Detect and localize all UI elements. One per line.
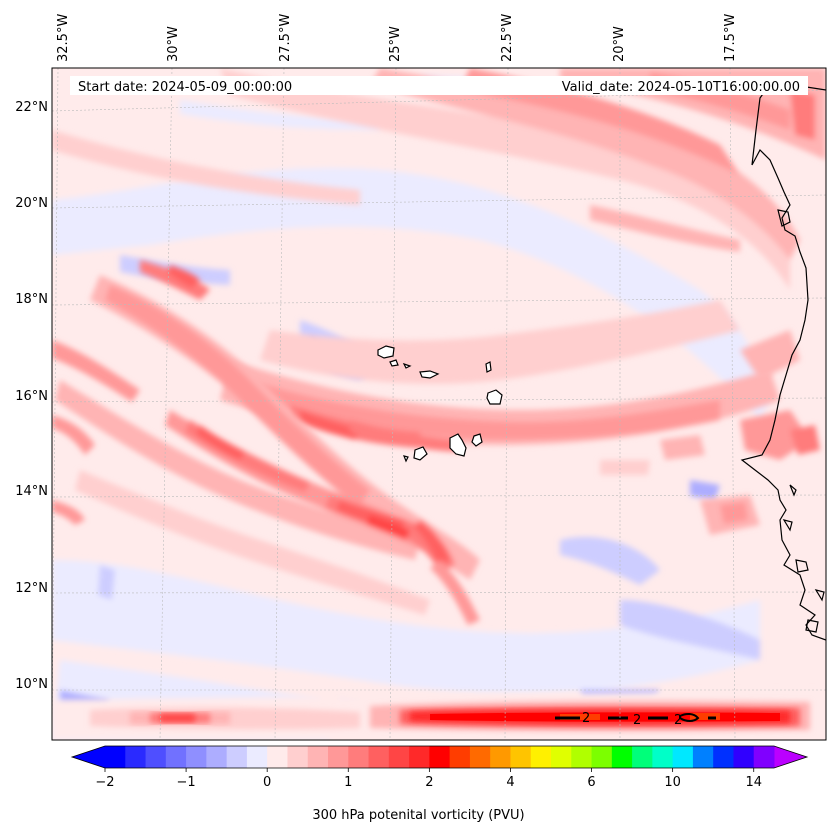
pv-diagonal-streaks [52,260,480,625]
map-plot-area: 2 2 2 [52,68,826,740]
lat-label: 14°N [15,484,48,499]
colorbar-swatch [145,746,167,768]
colorbar-swatch [469,746,491,768]
cape-verde-islands [377,345,503,463]
lat-label: 20°N [15,196,48,211]
valid-date-label: Valid_date: 2024-05-10T16:00:00.00 [562,80,800,95]
contour-label: 2 [633,713,641,728]
date-info-box: Start date: 2024-05-09_00:00:00 Valid_da… [70,76,808,95]
colorbar-swatch [490,746,511,768]
colorbar-swatch [652,746,674,768]
lon-label: 30°W [166,26,181,62]
colorbar-title: 300 hPa potenital vorticity (PVU) [312,808,525,823]
colorbar-tick-label: 2 [425,775,433,790]
colorbar-swatch [530,746,552,768]
colorbar-swatch [226,746,248,768]
longitude-labels: 32.5°W 30°W 27.5°W 25°W 22.5°W 20°W 17.5… [56,14,738,62]
colorbar-swatch [186,746,207,768]
africa-coastline [740,83,826,641]
colorbar-swatch [267,746,288,768]
colorbar-tick-label: −1 [177,775,196,790]
colorbar-swatch [307,746,329,768]
contour-label: 2 [674,713,682,728]
colorbar-swatch [733,746,755,768]
start-date-label: Start date: 2024-05-09_00:00:00 [78,80,292,95]
colorbar-swatch [551,746,572,768]
colorbar-swatch [125,746,147,768]
colorbar-swatch [611,746,633,768]
colorbar-swatch [206,746,228,768]
colorbar-swatch [348,746,370,768]
colorbar-tick-label: 4 [506,775,514,790]
colorbar-swatch [409,746,430,768]
colorbar-under-triangle [72,746,105,768]
colorbar-swatch [429,746,451,768]
colorbar-swatch [713,746,734,768]
lat-label: 22°N [15,100,48,115]
colorbar-swatch [328,746,349,768]
colorbar-swatch [449,746,471,768]
colorbar-tick-label: 1 [344,775,352,790]
colorbar-swatch [632,746,653,768]
colorbar-tick-label: 14 [745,775,762,790]
colorbar-swatch [591,746,613,768]
colorbar-swatch [287,746,309,768]
lat-label: 18°N [15,292,48,307]
colorbar-tick-label: 0 [263,775,271,790]
colorbar-swatch [246,746,268,768]
pv-contour-2 [555,712,716,722]
colorbar-swatch [571,746,593,768]
colorbar-swatch [388,746,410,768]
colorbar: −2 −1 0 1 2 4 6 10 14 [70,745,809,790]
colorbar-swatch [672,746,694,768]
colorbar-swatch [105,746,126,768]
lat-label: 10°N [15,677,48,692]
lat-label: 16°N [15,389,48,404]
lat-label: 12°N [15,581,48,596]
colorbar-swatch [753,746,775,768]
lon-label: 22.5°W [500,14,515,62]
pv-coastal-patches [52,330,820,535]
map-frame [51,67,827,741]
date-info-background [70,76,808,95]
colorbar-swatch [510,746,532,768]
colorbar-over-triangle [774,746,807,768]
colorbar-tick-label: −2 [95,775,114,790]
lon-label: 27.5°W [278,14,293,62]
lon-label: 17.5°W [723,14,738,62]
colorbar-tick-label: 10 [664,775,681,790]
colorbar-tick-label: 6 [587,775,595,790]
lon-label: 25°W [388,26,403,62]
colorbar-swatch [165,746,187,768]
colorbar-swatch [692,746,714,768]
lon-label: 32.5°W [56,14,71,62]
colorbar-swatch [368,746,390,768]
latitude-labels: 22°N 20°N 18°N 16°N 14°N 12°N 10°N [15,100,48,692]
contour-label: 2 [582,711,590,726]
lon-label: 20°W [612,26,627,62]
